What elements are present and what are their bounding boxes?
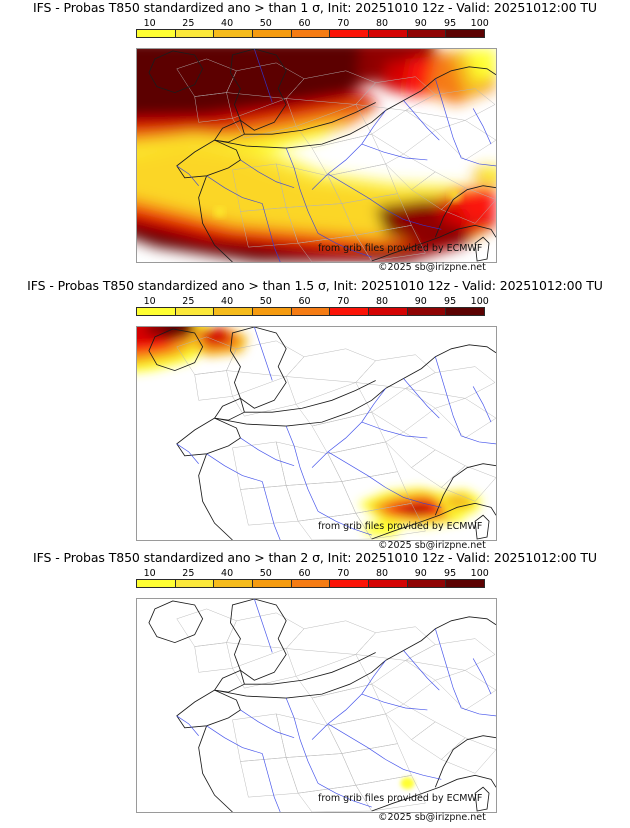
colorbar-tick: 70 xyxy=(337,296,350,307)
colorbar-swatch xyxy=(369,308,408,315)
colorbar-swatch xyxy=(330,308,370,315)
colorbar-tick: 60 xyxy=(298,18,311,29)
colorbar-tick: 95 xyxy=(444,18,457,29)
colorbar-tick: 90 xyxy=(414,18,427,29)
colorbar-swatch xyxy=(407,580,447,587)
colorbar-swatch xyxy=(291,30,331,37)
colorbar-swatch xyxy=(446,580,485,587)
colorbar-swatch xyxy=(253,30,292,37)
colorbar-tick: 70 xyxy=(337,18,350,29)
colorbar-swatch xyxy=(137,580,176,587)
colorbar-tick: 100 xyxy=(470,18,489,29)
colorbar-swatch xyxy=(175,308,215,315)
colorbar-gradient xyxy=(136,29,485,38)
credit-source: from grib files provided by ECMWF xyxy=(318,521,483,532)
colorbar-tick: 50 xyxy=(259,296,272,307)
credit-source: from grib files provided by ECMWF xyxy=(318,793,483,804)
credit-source: from grib files provided by ECMWF xyxy=(318,243,483,254)
colorbar-swatch xyxy=(369,580,408,587)
colorbar-swatch xyxy=(214,580,254,587)
colorbar-tick: 25 xyxy=(182,296,195,307)
colorbar-tick: 95 xyxy=(444,568,457,579)
credit-copyright: ©2025 sb@irizpne.net xyxy=(378,540,486,551)
forecast-panel-3: IFS - Probas T850 standardized ano > tha… xyxy=(0,550,630,828)
colorbar-1: 10 25 40 50 60 70 80 90 95 100 xyxy=(136,18,489,38)
colorbar-tick: 60 xyxy=(298,568,311,579)
colorbar-tick: 40 xyxy=(221,568,234,579)
panel-title: IFS - Probas T850 standardized ano > tha… xyxy=(33,550,597,565)
weather-map-3[interactable] xyxy=(136,598,497,813)
colorbar-tick: 25 xyxy=(182,18,195,29)
colorbar-gradient xyxy=(136,307,485,316)
colorbar-tick: 80 xyxy=(375,568,389,579)
colorbar-swatch xyxy=(291,580,331,587)
colorbar-tick: 10 xyxy=(143,568,156,579)
colorbar-swatch xyxy=(407,30,447,37)
credit-copyright: ©2025 sb@irizpne.net xyxy=(378,262,486,273)
colorbar-gradient xyxy=(136,579,485,588)
colorbar-swatch xyxy=(291,308,331,315)
weather-map-2[interactable] xyxy=(136,326,497,541)
colorbar-swatch xyxy=(175,30,215,37)
colorbar-tick: 25 xyxy=(182,568,195,579)
colorbar-tick: 50 xyxy=(259,18,272,29)
colorbar-swatch xyxy=(446,308,485,315)
weather-map-1[interactable] xyxy=(136,48,497,263)
colorbar-tick: 80 xyxy=(375,18,389,29)
panel-title: IFS - Probas T850 standardized ano > tha… xyxy=(27,278,603,293)
colorbar-tick: 90 xyxy=(414,568,427,579)
colorbar-swatch xyxy=(214,308,254,315)
colorbar-tick-labels: 10 25 40 50 60 70 80 90 95 100 xyxy=(136,568,489,579)
colorbar-swatch xyxy=(137,308,176,315)
colorbar-tick: 10 xyxy=(143,296,156,307)
colorbar-tick: 100 xyxy=(470,568,489,579)
colorbar-tick: 70 xyxy=(337,568,350,579)
colorbar-swatch xyxy=(330,30,370,37)
colorbar-tick: 60 xyxy=(298,296,311,307)
colorbar-tick-labels: 10 25 40 50 60 70 80 90 95 100 xyxy=(136,18,489,29)
colorbar-swatch xyxy=(253,308,292,315)
colorbar-tick: 80 xyxy=(375,296,389,307)
colorbar-tick: 95 xyxy=(444,296,457,307)
colorbar-tick: 40 xyxy=(221,18,234,29)
colorbar-tick: 90 xyxy=(414,296,427,307)
panel-title: IFS - Probas T850 standardized ano > tha… xyxy=(33,0,597,15)
colorbar-swatch xyxy=(407,308,447,315)
colorbar-2: 10 25 40 50 60 70 80 90 95 100 xyxy=(136,296,489,316)
colorbar-tick: 50 xyxy=(259,568,272,579)
colorbar-tick: 10 xyxy=(143,18,156,29)
credit-copyright: ©2025 sb@irizpne.net xyxy=(378,812,486,823)
colorbar-swatch xyxy=(175,580,215,587)
colorbar-tick: 100 xyxy=(470,296,489,307)
colorbar-swatch xyxy=(330,580,370,587)
colorbar-swatch xyxy=(369,30,408,37)
colorbar-swatch xyxy=(137,30,176,37)
colorbar-swatch xyxy=(446,30,485,37)
colorbar-swatch xyxy=(214,30,254,37)
forecast-panel-2: IFS - Probas T850 standardized ano > tha… xyxy=(0,278,630,551)
colorbar-tick: 40 xyxy=(221,296,234,307)
colorbar-3: 10 25 40 50 60 70 80 90 95 100 xyxy=(136,568,489,588)
colorbar-tick-labels: 10 25 40 50 60 70 80 90 95 100 xyxy=(136,296,489,307)
forecast-panel-1: IFS - Probas T850 standardized ano > tha… xyxy=(0,0,630,278)
colorbar-swatch xyxy=(253,580,292,587)
